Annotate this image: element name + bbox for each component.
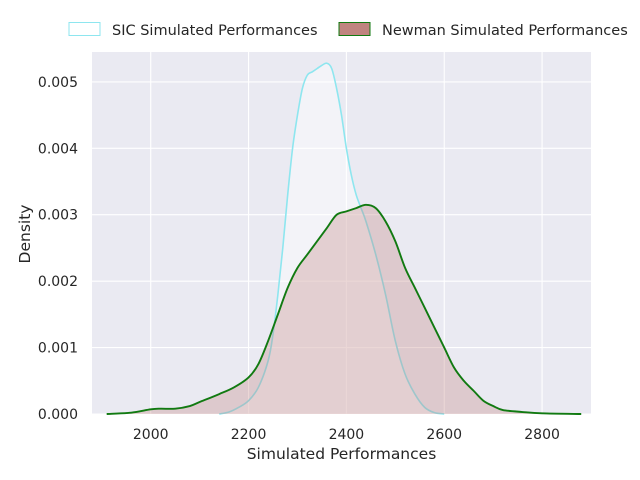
grid: [92, 52, 591, 415]
y-tick-label: 0.001: [38, 341, 78, 357]
x-axis-label: Simulated Performances: [247, 445, 437, 463]
legend-swatch-newman: [338, 22, 371, 36]
y-tick-label: 0.003: [38, 208, 78, 224]
x-tick-label: 2600: [426, 427, 462, 443]
legend-label-newman: Newman Simulated Performances: [382, 23, 628, 39]
y-tick-label: 0.002: [38, 274, 78, 290]
x-axis-ticks: 2000 2200 2400 2600 2800: [133, 427, 560, 443]
y-tick-label: 0.000: [38, 407, 78, 423]
legend-label-sic: SIC Simulated Performances: [112, 23, 318, 39]
density-line-sic: [219, 62, 445, 415]
x-tick-label: 2200: [231, 427, 267, 443]
y-tick-label: 0.005: [38, 75, 78, 91]
x-tick-label: 2400: [329, 427, 365, 443]
y-axis-label: Density: [16, 205, 34, 264]
density-area-newman: [106, 204, 582, 414]
y-axis-ticks: 0.000 0.001 0.002 0.003 0.004 0.005: [38, 75, 78, 423]
density-line-newman: [106, 203, 582, 415]
y-tick-label: 0.004: [38, 141, 78, 157]
legend: SIC Simulated Performances Newman Simula…: [68, 22, 628, 39]
x-tick-label: 2000: [133, 427, 169, 443]
legend-swatch-sic: [68, 22, 101, 36]
series-group: [106, 62, 582, 415]
x-tick-label: 2800: [524, 427, 560, 443]
density-area-sic: [219, 63, 445, 414]
